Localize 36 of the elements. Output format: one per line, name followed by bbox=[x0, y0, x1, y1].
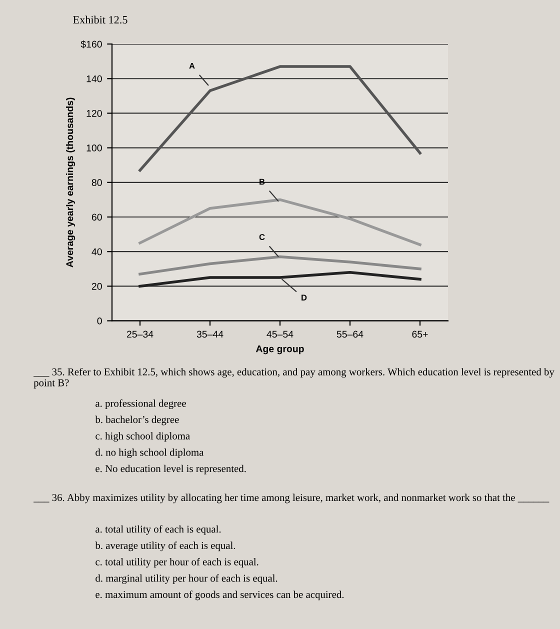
x-tick-label: 35–44 bbox=[196, 330, 224, 338]
text: c. total utility per hour of each is equal. bbox=[96, 558, 258, 568]
text: d. no high school diploma bbox=[96, 448, 204, 458]
y-tick-label: $160 bbox=[80, 40, 102, 48]
text: d. marginal utility per hour of each is equal. bbox=[96, 574, 278, 584]
text: e. maximum amount of goods and services can be acquired. bbox=[96, 590, 344, 600]
text: ___ 36. Abby maximizes utility by allocating her time among leisure, market work, and nonmarket work so that the ______ bbox=[34, 494, 550, 504]
y-tick-label: 140 bbox=[86, 75, 102, 82]
x-tick-label: 55–64 bbox=[336, 330, 364, 338]
y-tick-label: 100 bbox=[86, 144, 102, 152]
y-tick-label: 80 bbox=[92, 179, 102, 186]
x-tick-label: 65+ bbox=[412, 330, 428, 338]
line-series bbox=[138, 65, 422, 172]
line-series bbox=[138, 255, 422, 276]
y-tick-label: 40 bbox=[92, 248, 102, 256]
annotation: A bbox=[189, 62, 195, 69]
y-tick-label: 20 bbox=[92, 282, 102, 290]
x-tick-label: 45–54 bbox=[266, 330, 294, 338]
text: b. bachelor’s degree bbox=[95, 416, 179, 426]
text: ___ 35. Refer to Exhibit 12.5, which shows age, education, and pay among workers. Which education level is represented by point B? bbox=[34, 368, 554, 388]
y-tick-label: 120 bbox=[86, 110, 102, 117]
text: a. total utility of each is equal. bbox=[96, 525, 221, 535]
line-series bbox=[138, 270, 422, 288]
x-tick-label: 25–34 bbox=[126, 330, 154, 338]
text: e. No education level is represented. bbox=[96, 464, 246, 474]
y-tick-label: 0 bbox=[97, 318, 102, 324]
line-series bbox=[138, 198, 422, 246]
y-tick-label: 60 bbox=[92, 214, 102, 221]
y-axis-title: Average yearly earnings (thousands) bbox=[66, 98, 76, 268]
text: b. average utility of each is equal. bbox=[95, 542, 236, 552]
text: c. high school diploma bbox=[96, 432, 190, 442]
chart-title: Exhibit 12.5 bbox=[73, 16, 128, 24]
text: a. professional degree bbox=[96, 399, 186, 409]
x-axis-title: Age group bbox=[256, 345, 304, 354]
annotation: D bbox=[302, 294, 307, 300]
annotation: C bbox=[259, 234, 265, 240]
